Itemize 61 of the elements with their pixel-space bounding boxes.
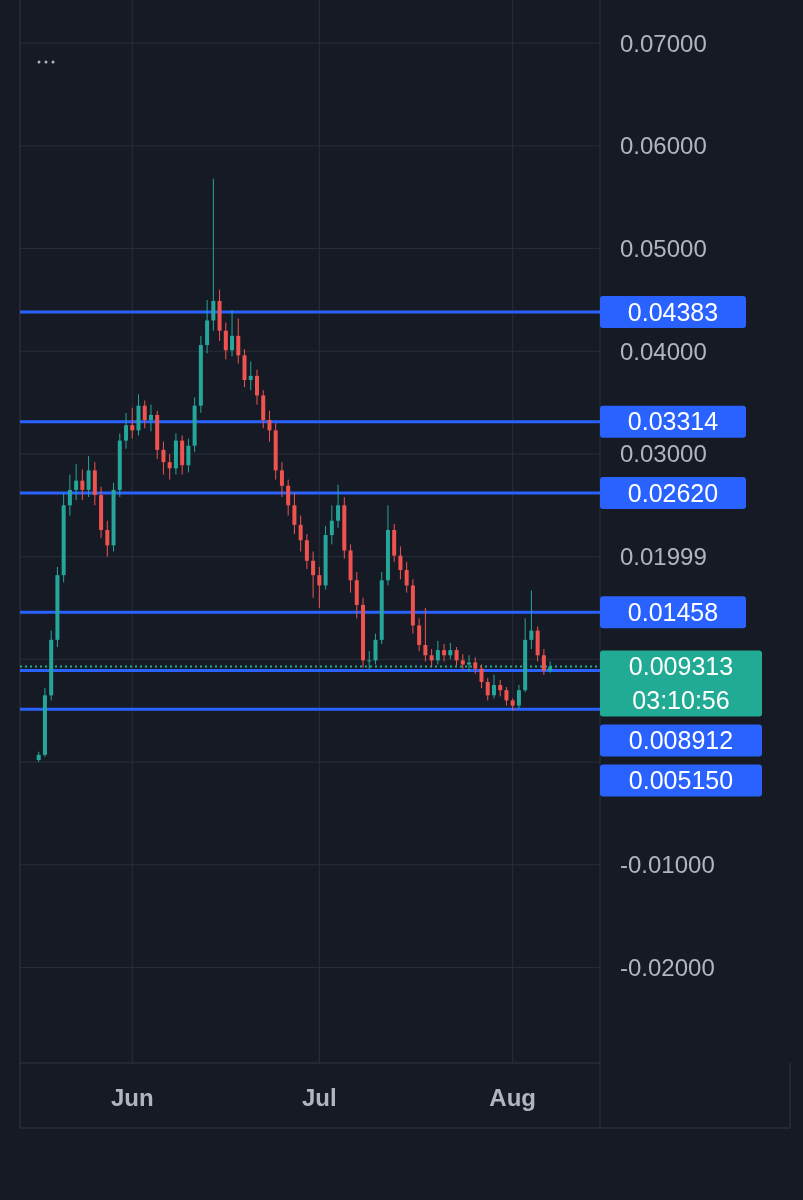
candlestick bbox=[336, 484, 341, 529]
candlestick bbox=[279, 461, 284, 498]
candlestick bbox=[417, 617, 422, 652]
ref-line-label: 0.02620 bbox=[627, 478, 719, 507]
candlestick bbox=[254, 369, 259, 406]
candlestick bbox=[67, 474, 72, 517]
candlestick bbox=[404, 561, 409, 594]
ref-line-label: 0.008912 bbox=[628, 726, 734, 755]
candlestick bbox=[454, 646, 459, 667]
candlestick bbox=[398, 545, 403, 580]
candlestick bbox=[74, 463, 79, 501]
candlestick bbox=[223, 321, 228, 360]
y-tick-label: 0.04000 bbox=[620, 337, 707, 365]
candlestick bbox=[304, 533, 309, 570]
candlestick bbox=[148, 404, 153, 432]
x-tick-label: Jun bbox=[110, 1084, 154, 1112]
candlestick bbox=[167, 453, 172, 481]
candlestick bbox=[248, 361, 253, 391]
candlestick bbox=[80, 468, 85, 501]
candlestick bbox=[485, 677, 490, 701]
candlestick bbox=[491, 674, 496, 699]
y-tick-label: 0.07000 bbox=[620, 29, 707, 57]
candlestick bbox=[423, 607, 428, 662]
candlestick bbox=[86, 455, 91, 498]
candlestick bbox=[435, 640, 440, 665]
candlestick bbox=[130, 407, 135, 440]
candlestick bbox=[298, 515, 303, 553]
candlestick bbox=[105, 520, 110, 558]
x-tick-label: Jul bbox=[302, 1084, 337, 1112]
candlestick bbox=[186, 438, 191, 473]
candlestick bbox=[516, 684, 521, 710]
candlestick bbox=[292, 492, 297, 535]
y-tick-label: -0.02000 bbox=[620, 953, 715, 981]
candlestick bbox=[541, 648, 546, 676]
candlestick bbox=[230, 309, 235, 357]
y-tick-label: 0.05000 bbox=[620, 234, 707, 262]
candlestick bbox=[236, 317, 241, 365]
y-tick-label: 0.01999 bbox=[620, 543, 707, 571]
candlestick bbox=[211, 178, 216, 332]
candlestick bbox=[317, 566, 322, 609]
ref-line-label: 0.04383 bbox=[627, 297, 719, 326]
x-tick-label: Aug bbox=[489, 1084, 537, 1112]
candlestick bbox=[286, 479, 291, 517]
candlestick bbox=[267, 410, 272, 443]
ref-line-label: 0.03314 bbox=[627, 407, 719, 436]
candlestick bbox=[124, 412, 129, 450]
y-tick-label: 0.03000 bbox=[620, 440, 707, 468]
candlestick bbox=[161, 441, 166, 475]
candlestick bbox=[329, 504, 334, 545]
y-tick-label: 0.06000 bbox=[620, 132, 707, 160]
text: 03:10:56 bbox=[632, 686, 730, 715]
ref-line-label: 0.01458 bbox=[627, 598, 719, 627]
candlestick bbox=[442, 643, 447, 662]
candlestick bbox=[311, 551, 316, 599]
candlestick bbox=[529, 590, 534, 650]
candlestick bbox=[479, 664, 484, 689]
y-tick-label: -0.01000 bbox=[620, 851, 715, 879]
ref-line-label: 0.009313 bbox=[628, 652, 734, 681]
candlestick bbox=[142, 400, 147, 429]
candlestick bbox=[504, 686, 509, 707]
ref-line-label: 0.005150 bbox=[628, 766, 734, 795]
